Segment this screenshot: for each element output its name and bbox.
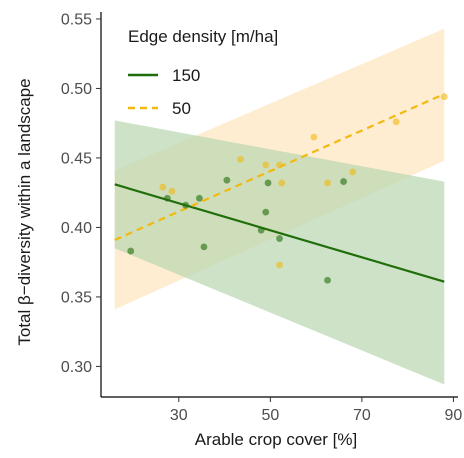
point-150-11	[340, 178, 347, 185]
ribbon-150	[114, 120, 445, 385]
point-50-3	[262, 161, 270, 169]
x-tick-label-50: 50	[261, 407, 279, 424]
point-150-5	[223, 176, 231, 184]
point-150-1	[163, 194, 171, 202]
point-150-6	[257, 226, 265, 234]
x-tick-label-90: 90	[445, 407, 463, 424]
point-150-7	[262, 208, 270, 216]
legend-label-150: 150	[172, 66, 200, 85]
y-tick-label-0.55: 0.55	[61, 11, 92, 28]
point-150-9	[276, 235, 283, 242]
point-50-7	[310, 133, 318, 141]
point-150-8	[264, 179, 272, 187]
legend-title: Edge density [m/ha]	[128, 27, 278, 46]
point-50-0	[159, 183, 167, 191]
point-50-2	[237, 155, 244, 163]
point-50-4	[276, 161, 283, 169]
y-axis-title: Total β−diversity within a landscape	[15, 78, 34, 345]
y-tick-label-0.45: 0.45	[61, 150, 92, 167]
x-axis-title: Arable crop cover [%]	[195, 430, 358, 449]
point-50-6	[276, 261, 283, 269]
x-tick-label-30: 30	[170, 407, 188, 424]
point-50-11	[440, 93, 448, 101]
point-50-1	[168, 187, 176, 195]
y-tick-label-0.40: 0.40	[61, 220, 92, 237]
legend-label-50: 50	[172, 99, 191, 118]
y-tick-label-0.35: 0.35	[61, 289, 92, 306]
legend: Edge density [m/ha] 150 50	[128, 27, 278, 118]
point-50-5	[278, 179, 286, 187]
point-150-4	[200, 243, 208, 251]
confidence-ribbons	[114, 28, 445, 385]
data-points	[127, 93, 448, 284]
point-150-0	[127, 247, 135, 255]
axes: 0.30 0.35 0.40 0.45 0.50 0.55 30 50 70 90	[61, 11, 463, 424]
point-150-3	[196, 194, 203, 202]
point-150-10	[324, 276, 331, 284]
point-50-10	[392, 118, 400, 126]
point-50-9	[349, 168, 357, 176]
point-150-2	[182, 201, 190, 209]
y-tick-label-0.30: 0.30	[61, 359, 92, 376]
y-tick-label-0.50: 0.50	[61, 81, 92, 98]
x-tick-label-70: 70	[353, 407, 371, 424]
point-50-8	[324, 179, 331, 187]
